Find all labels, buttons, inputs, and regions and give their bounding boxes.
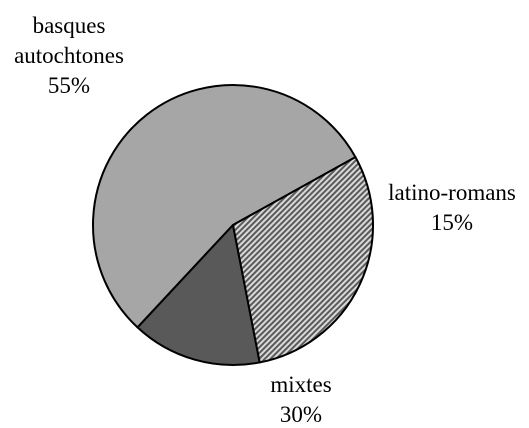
slice-name-label-2-0: mixtes	[270, 372, 331, 397]
pie-slice-latino-romans	[136, 224, 261, 366]
slice-name-label-0-1: autochtones	[14, 43, 124, 68]
slice-name-label-1-0: latino-romans	[388, 180, 516, 205]
slice-value-label-1: 15%	[431, 210, 473, 235]
pie-slice-mixtes	[232, 156, 374, 364]
slice-name-label-0-0: basques	[33, 13, 106, 38]
pie-labels: basques autochtones 55% latino-romans 15% mix…	[14, 13, 516, 427]
slice-value-label-2: 30%	[280, 402, 322, 427]
slice-value-label-0: 55%	[48, 73, 90, 98]
pie-slice-basques-autochtones	[92, 84, 357, 329]
pie-slices	[92, 84, 374, 366]
